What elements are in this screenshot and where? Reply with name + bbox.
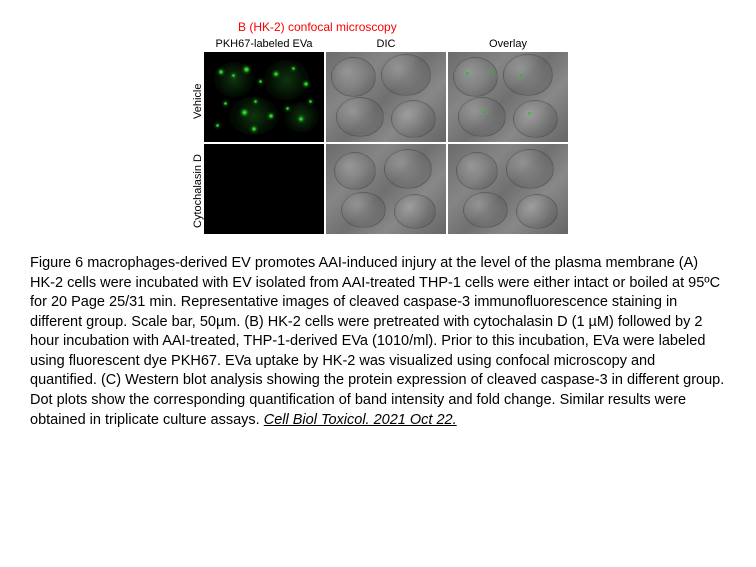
col-header-overlay: Overlay [448,38,568,52]
column-headers: PKH67-labeled EVa DIC Overlay [204,38,568,52]
row-labels: Vehicle Cytochalasin D [188,56,204,236]
panel-title: B (HK-2) confocal microscopy [238,20,397,34]
col-header-pkh67: PKH67-labeled EVa [204,38,324,52]
caption-citation: Cell Biol Toxicol. 2021 Oct 22. [264,412,457,428]
col-header-dic: DIC [326,38,446,52]
caption-body: Figure 6 macrophages-derived EV promotes… [30,255,724,428]
cell-vehicle-fluor [204,52,324,142]
figure-caption: Figure 6 macrophages-derived EV promotes… [30,254,726,430]
cell-cytod-overlay [448,144,568,234]
cell-cytod-fluor [204,144,324,234]
image-grid [204,52,568,234]
figure-panel-b: B (HK-2) confocal microscopy Vehicle Cyt… [30,20,726,236]
row-label-vehicle: Vehicle [188,56,204,146]
row-label-cytochalasin-d: Cytochalasin D [188,146,204,236]
cell-vehicle-dic [326,52,446,142]
column-area: PKH67-labeled EVa DIC Overlay [204,38,568,234]
cell-cytod-dic [326,144,446,234]
cell-vehicle-overlay [448,52,568,142]
microscopy-grid-wrapper: Vehicle Cytochalasin D PKH67-labeled EVa… [188,38,568,236]
